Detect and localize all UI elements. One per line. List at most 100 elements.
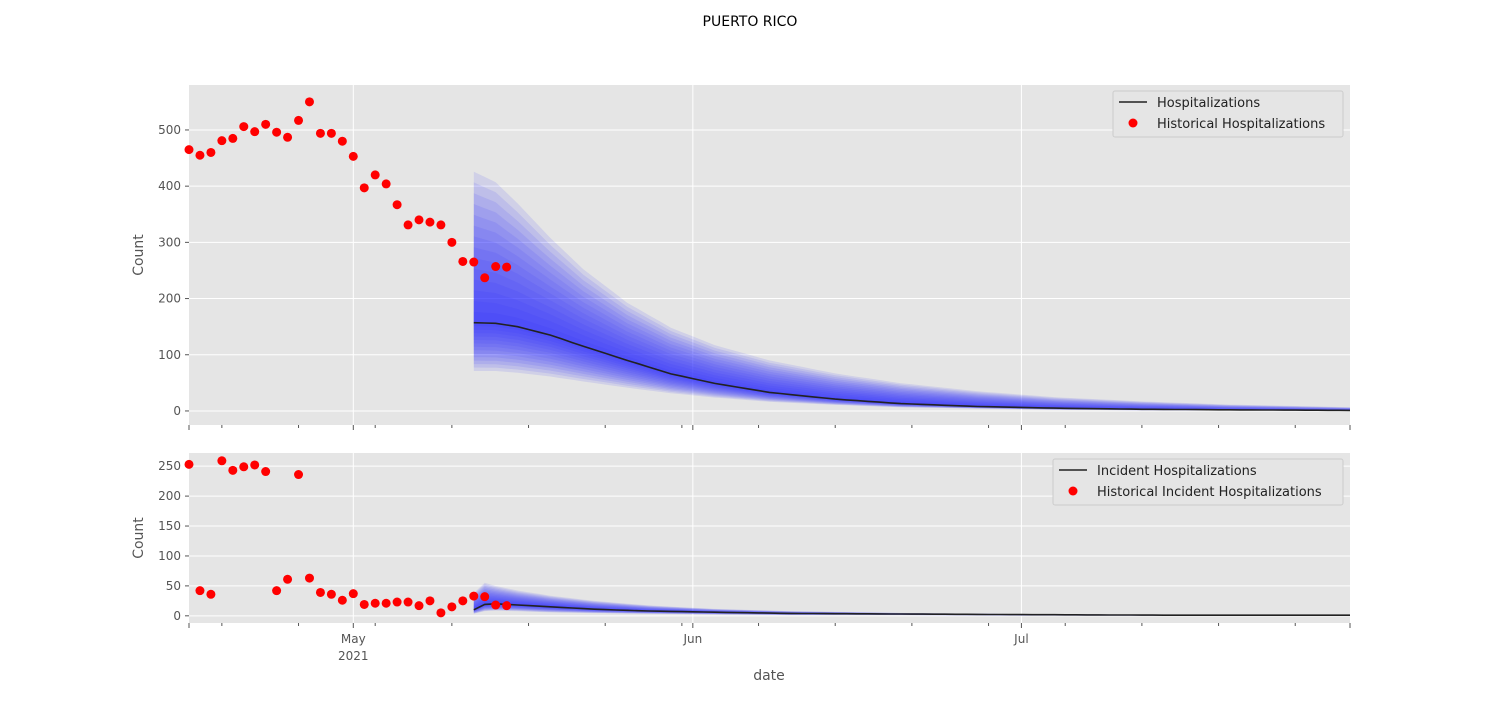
historical-point <box>447 237 457 247</box>
historical-point <box>294 470 304 480</box>
y-tick-label: 500 <box>158 123 181 137</box>
forecast-band <box>473 171 1350 411</box>
historical-point <box>469 591 479 601</box>
forecast-band <box>473 588 1350 616</box>
historical-point <box>480 592 490 602</box>
historical-point <box>458 256 468 266</box>
historical-point <box>326 128 336 138</box>
x-tick-label: May <box>341 632 366 646</box>
historical-point <box>392 597 402 607</box>
legend-entry-historical: Historical Incident Hospitalizations <box>1097 485 1322 500</box>
historical-point <box>261 119 271 129</box>
figure-title: PUERTO RICO <box>703 14 798 30</box>
y-tick-label: 200 <box>158 292 181 306</box>
historical-point <box>228 465 238 475</box>
historical-point <box>414 215 424 225</box>
historical-point <box>469 257 479 267</box>
legend-entry-forecast: Incident Hospitalizations <box>1097 464 1257 479</box>
forecast-band <box>473 290 1350 411</box>
forecast-band <box>473 193 1350 411</box>
historical-point <box>326 589 336 599</box>
historical-point <box>294 115 304 125</box>
forecast-median-line <box>473 321 1350 412</box>
historical-point <box>425 596 435 606</box>
historical-point <box>348 151 358 161</box>
x-tick-label: Jun <box>682 632 702 646</box>
legend-entry-historical: Historical Hospitalizations <box>1157 117 1325 132</box>
historical-point <box>403 597 413 607</box>
incident-hospitalizations-panel: 0 50 100 150 200 250 Count May 2021 Jun Jul Inciden… <box>131 453 1351 663</box>
y-tick-label: 150 <box>158 519 181 533</box>
historical-point <box>458 596 468 606</box>
historical-point <box>370 170 380 180</box>
y-tick-label: 100 <box>158 348 181 362</box>
historical-point <box>283 132 293 142</box>
historical-points <box>184 456 512 618</box>
historical-point <box>283 574 293 584</box>
historical-point <box>195 586 205 596</box>
historical-point <box>250 460 260 470</box>
historical-point <box>315 128 325 138</box>
historical-point <box>502 601 512 611</box>
y-tick-label: 0 <box>173 404 181 418</box>
legend-box <box>1112 90 1344 138</box>
x-tick-sublabel: 2021 <box>338 649 369 663</box>
historical-point <box>195 150 205 160</box>
forecast-band <box>473 236 1350 411</box>
historical-point <box>359 183 369 193</box>
historical-point <box>184 459 194 469</box>
y-tick-label: 400 <box>158 179 181 193</box>
forecast-bands <box>473 171 1350 411</box>
historical-point <box>239 122 249 132</box>
historical-points <box>184 97 512 283</box>
historical-point <box>480 273 490 283</box>
x-tick-label: Jul <box>1013 632 1028 646</box>
historical-point <box>315 587 325 597</box>
forecast-band <box>473 204 1350 411</box>
forecast-band <box>473 258 1350 411</box>
historical-point <box>337 595 347 605</box>
historical-point <box>206 589 216 599</box>
forecast-band <box>473 214 1350 411</box>
historical-point <box>502 262 512 272</box>
forecast-band <box>473 225 1350 411</box>
forecast-band <box>473 592 1350 616</box>
forecast-band <box>473 182 1350 411</box>
historical-point <box>392 200 402 210</box>
historical-point <box>217 136 227 146</box>
historical-point <box>348 589 358 599</box>
historical-point <box>436 608 446 618</box>
historical-point <box>228 133 238 143</box>
forecast-median-line <box>473 602 1350 616</box>
historical-point <box>359 599 369 609</box>
legend-marker-swatch <box>1068 486 1078 496</box>
historical-point <box>337 136 347 146</box>
y-tick-label: 250 <box>158 459 181 473</box>
forecast-band <box>473 247 1350 411</box>
historical-point <box>272 586 282 596</box>
y-axis-label: Count <box>131 234 147 276</box>
historical-point <box>436 220 446 230</box>
y-tick-label: 200 <box>158 489 181 503</box>
historical-point <box>206 147 216 157</box>
historical-point <box>217 456 227 466</box>
legend-entry-forecast: Hospitalizations <box>1157 96 1260 111</box>
y-tick-label: 100 <box>158 549 181 563</box>
plot-background <box>189 85 1350 425</box>
y-tick-label: 300 <box>158 235 181 249</box>
historical-point <box>491 262 501 272</box>
historical-point <box>304 573 314 583</box>
historical-point <box>272 127 282 137</box>
y-tick-label: 50 <box>166 579 181 593</box>
historical-point <box>239 462 249 472</box>
forecast-band <box>473 595 1350 616</box>
historical-point <box>447 602 457 612</box>
historical-point <box>250 127 260 137</box>
historical-point <box>425 217 435 227</box>
forecast-band <box>473 596 1350 616</box>
historical-point <box>414 601 424 611</box>
forecast-band <box>473 593 1350 616</box>
historical-point <box>381 179 391 189</box>
legend-box <box>1052 458 1344 506</box>
